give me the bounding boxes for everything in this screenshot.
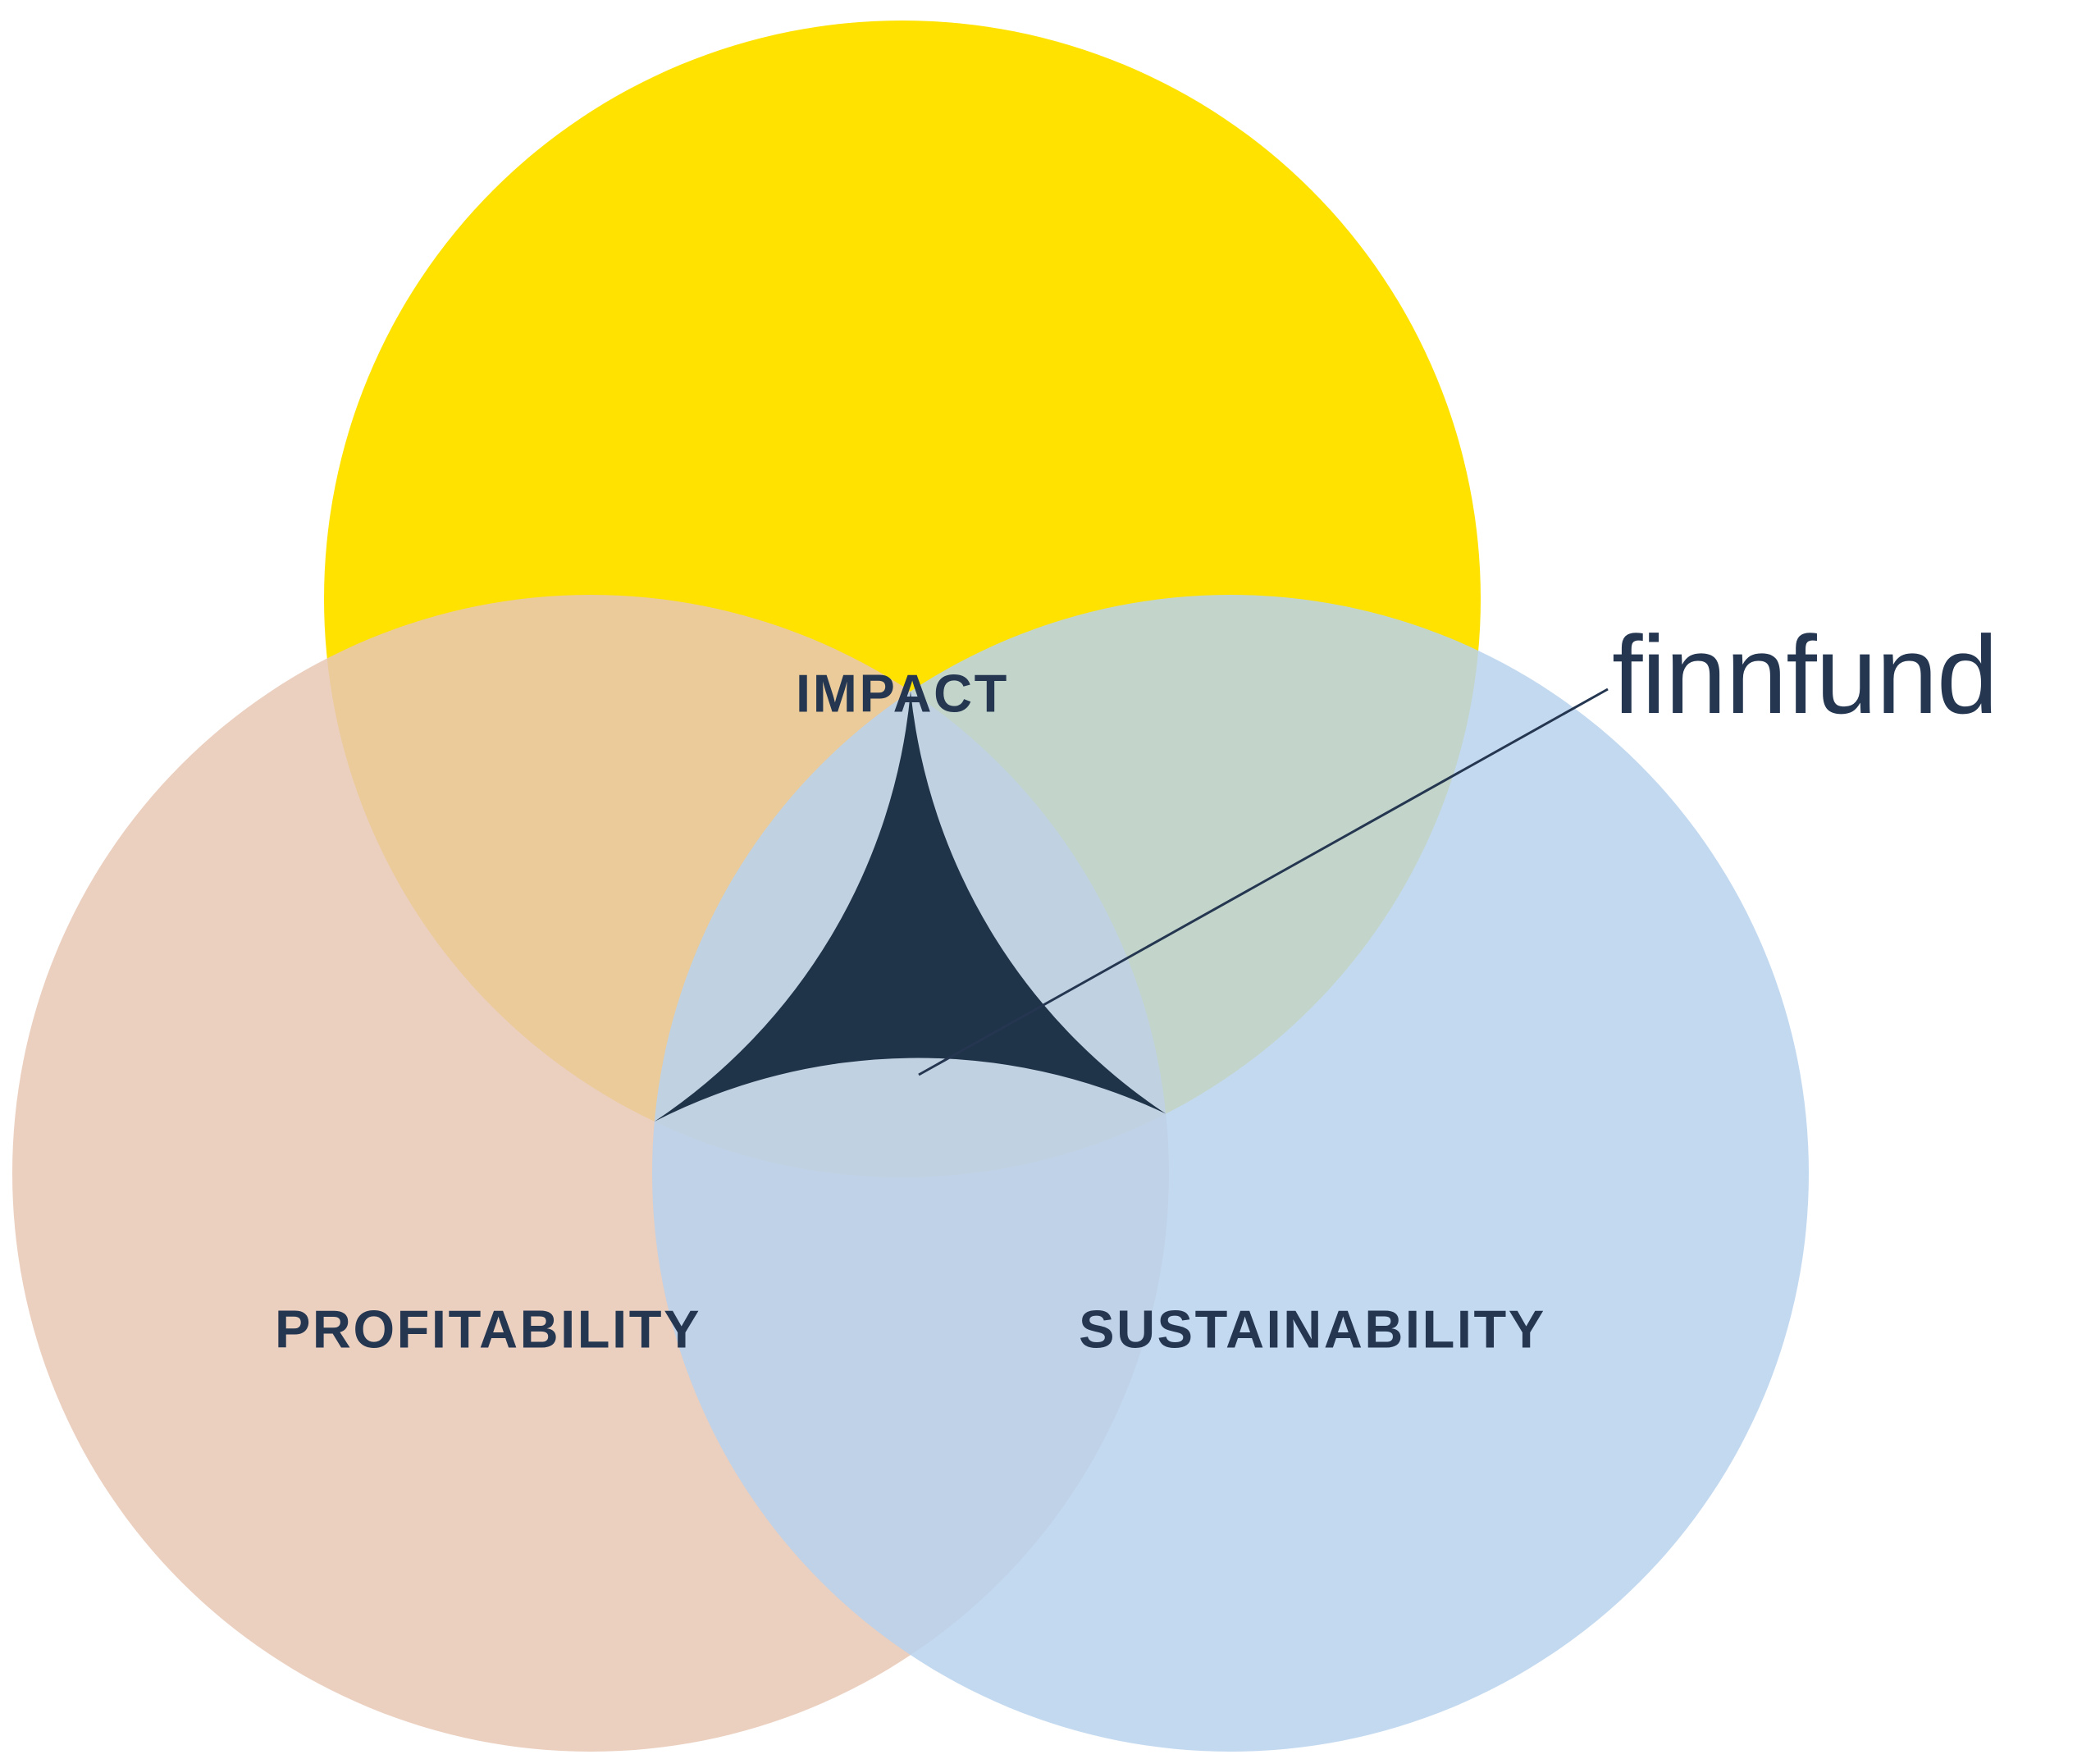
label-sustainability: SUSTAINABILITY [1079,1299,1546,1360]
venn-diagram: IMPACT PROFITABILITY SUSTAINABILITY finn… [0,0,2100,1759]
label-impact: IMPACT [796,663,1009,724]
label-profitability: PROFITABILITY [275,1299,701,1360]
callout-finnfund: finnfund [1612,611,1997,738]
venn-svg [0,0,2100,1759]
